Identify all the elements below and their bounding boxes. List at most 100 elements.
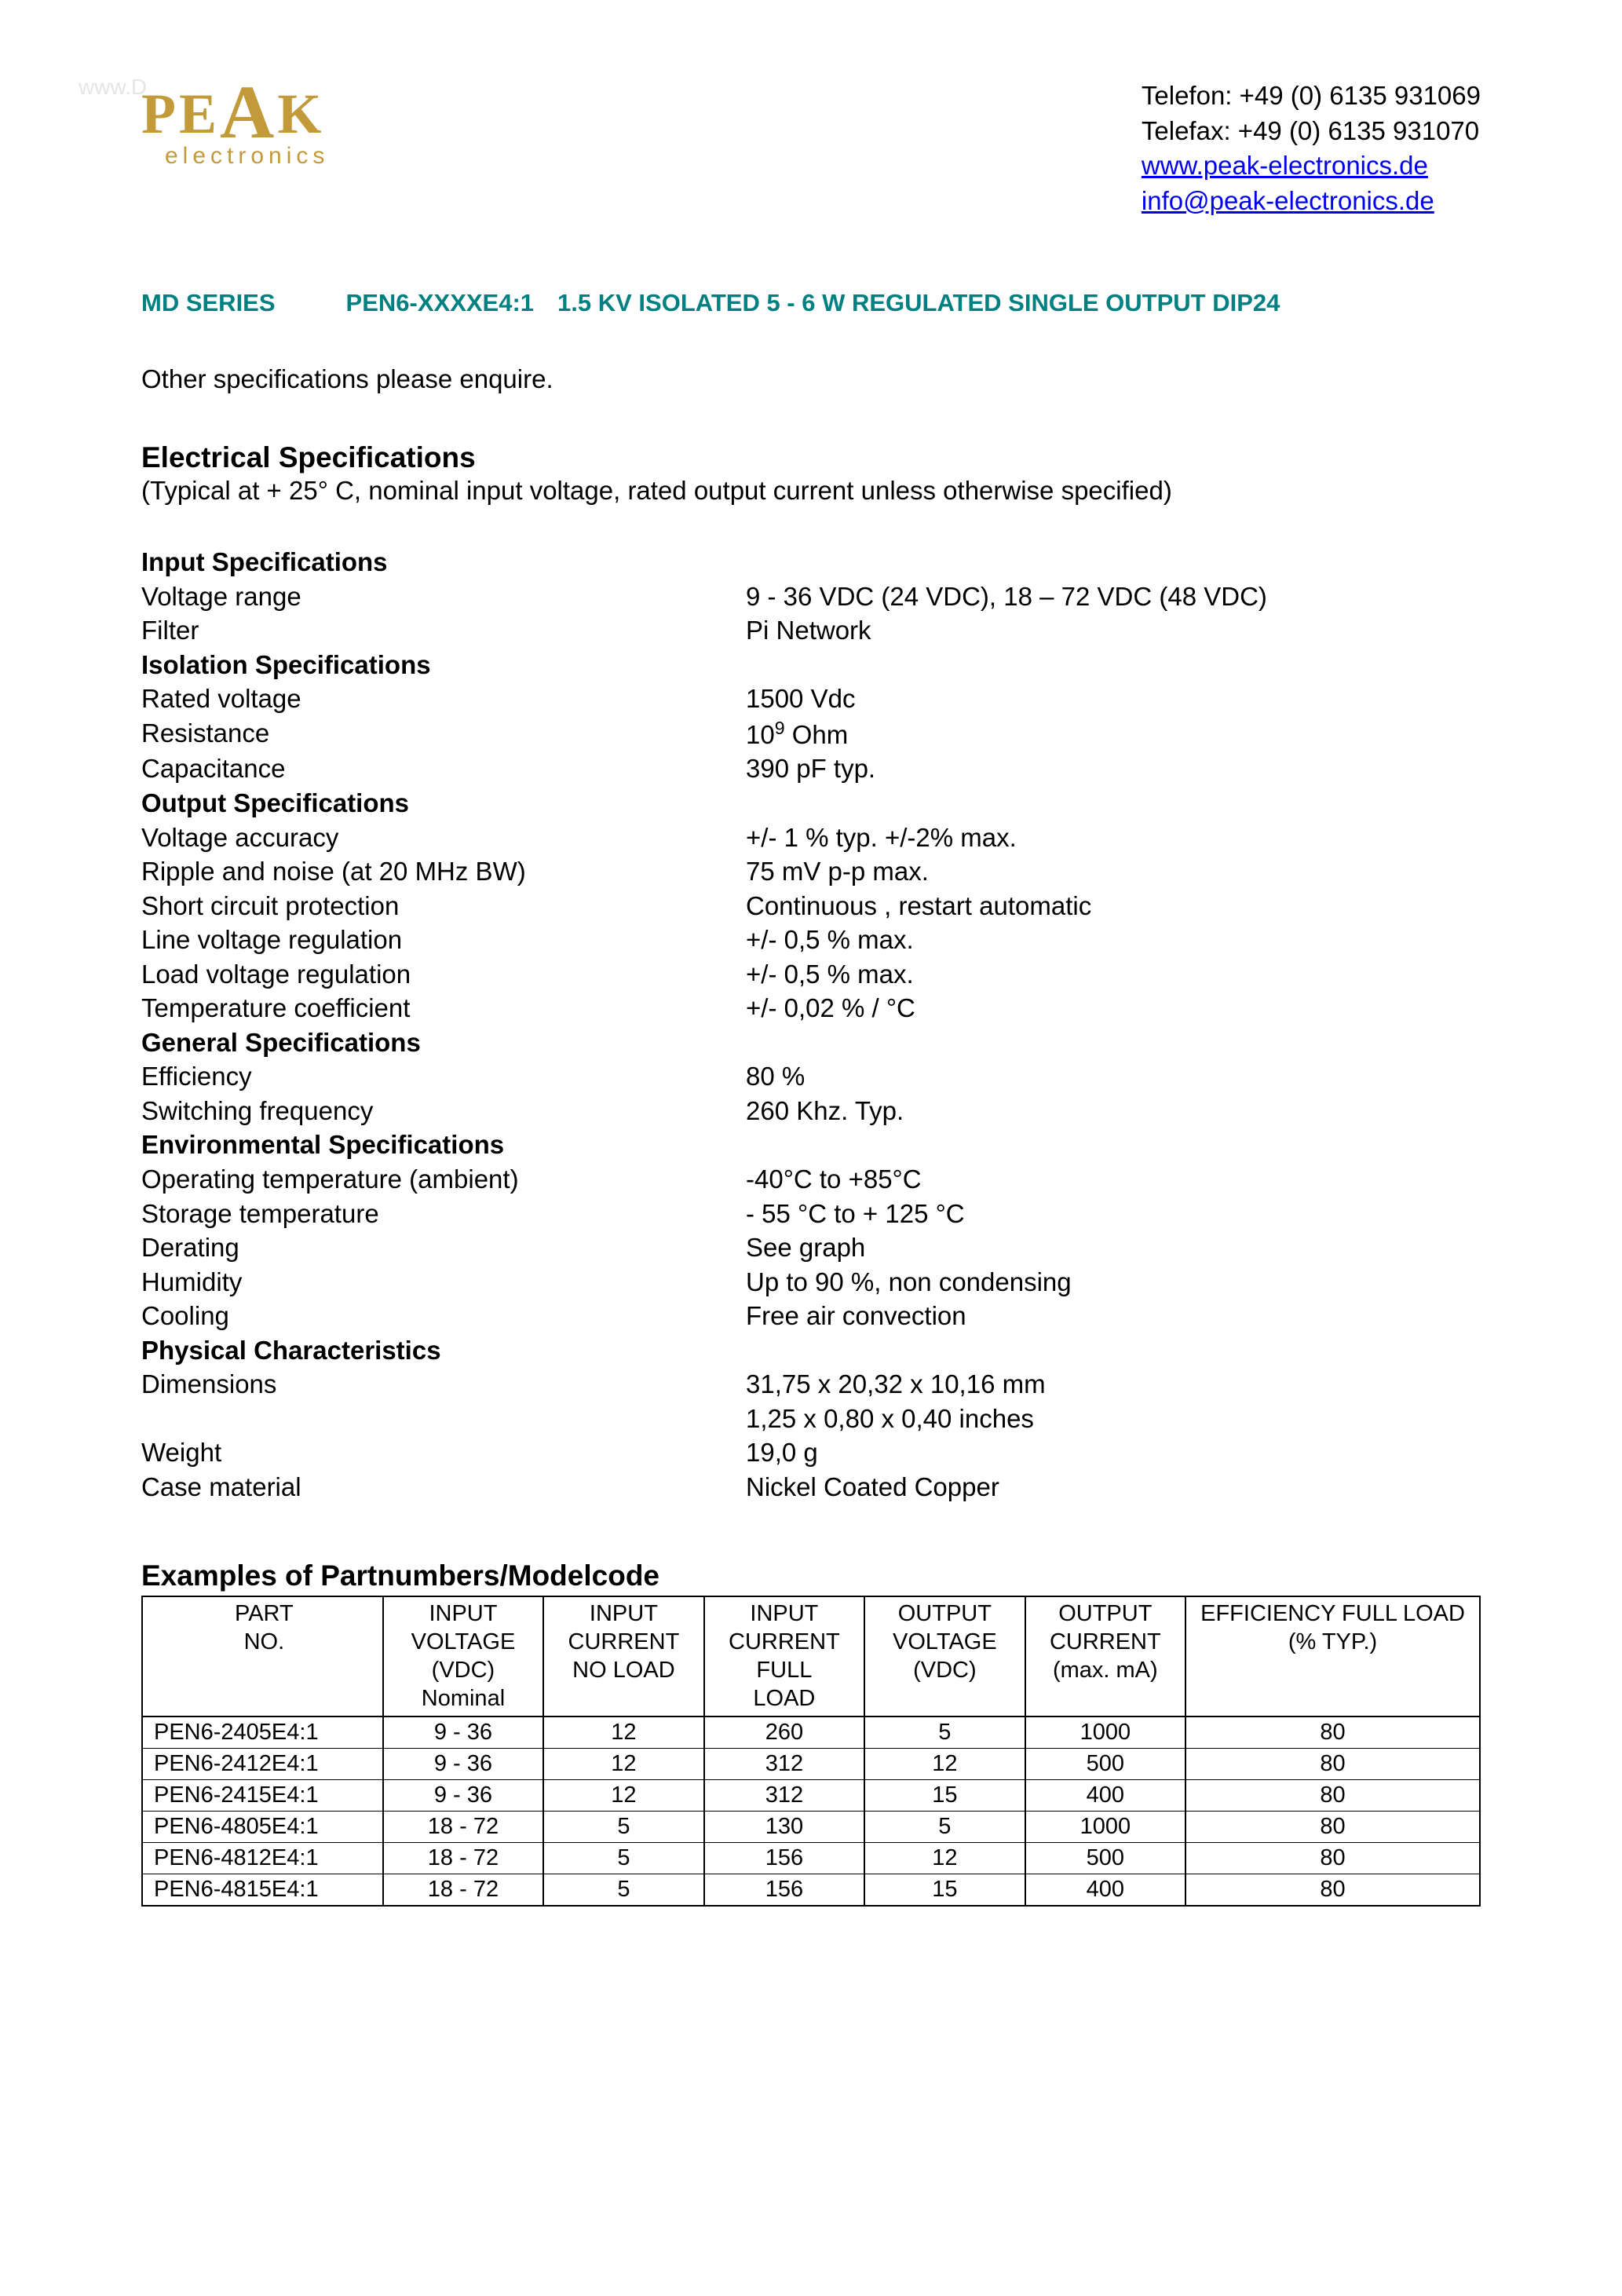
spec-label: Short circuit protection xyxy=(141,889,746,923)
spec-value: Nickel Coated Copper xyxy=(746,1470,1481,1504)
table-cell: 18 - 72 xyxy=(383,1811,543,1842)
spec-label: Voltage accuracy xyxy=(141,821,746,855)
table-cell: 80 xyxy=(1185,1717,1480,1749)
spec-value: Up to 90 %, non condensing xyxy=(746,1265,1481,1300)
table-row: PEN6-2415E4:19 - 36123121540080 xyxy=(142,1779,1480,1811)
spec-value: 260 Khz. Typ. xyxy=(746,1094,1481,1128)
spec-row: Weight19,0 g xyxy=(141,1435,1481,1470)
table-cell: 12 xyxy=(543,1779,703,1811)
spec-block: Input Specifications Voltage range9 - 36… xyxy=(141,545,1481,1504)
spec-row: Switching frequency260 Khz. Typ. xyxy=(141,1094,1481,1128)
spec-value: 31,75 x 20,32 x 10,16 mm xyxy=(746,1367,1481,1402)
table-cell: 9 - 36 xyxy=(383,1779,543,1811)
table-row: PEN6-4812E4:118 - 7251561250080 xyxy=(142,1842,1480,1874)
table-cell: 5 xyxy=(543,1811,703,1842)
physical-spec-heading: Physical Characteristics xyxy=(141,1333,1481,1368)
spec-value: +/- 1 % typ. +/-2% max. xyxy=(746,821,1481,855)
table-cell: 80 xyxy=(1185,1842,1480,1874)
resistance-exponent: 9 xyxy=(775,718,785,738)
table-cell: 15 xyxy=(864,1874,1025,1906)
table-row: PEN6-4815E4:118 - 7251561540080 xyxy=(142,1874,1480,1906)
spec-value: 1,25 x 0,80 x 0,40 inches xyxy=(746,1402,1481,1436)
spec-value: -40°C to +85°C xyxy=(746,1162,1481,1197)
table-cell: 80 xyxy=(1185,1874,1480,1906)
table-cell: 400 xyxy=(1025,1874,1185,1906)
spec-row: Dimensions31,75 x 20,32 x 10,16 mm xyxy=(141,1367,1481,1402)
contact-email-link[interactable]: info@peak-electronics.de xyxy=(1142,186,1434,215)
spec-value: - 55 °C to + 125 °C xyxy=(746,1197,1481,1231)
spec-row: Ripple and noise (at 20 MHz BW)75 mV p-p… xyxy=(141,854,1481,889)
parts-table-head: PARTNO.INPUTVOLTAGE(VDC)NominalINPUTCURR… xyxy=(142,1596,1480,1717)
spec-value: 109 Ohm xyxy=(746,716,1481,752)
examples-heading: Examples of Partnumbers/Modelcode xyxy=(141,1559,1481,1592)
spec-value: +/- 0,5 % max. xyxy=(746,923,1481,957)
spec-label: Capacitance xyxy=(141,751,746,786)
spec-label: Operating temperature (ambient) xyxy=(141,1162,746,1197)
table-cell: PEN6-2412E4:1 xyxy=(142,1748,383,1779)
table-cell: 312 xyxy=(704,1748,864,1779)
spec-row: Rated voltage1500 Vdc xyxy=(141,682,1481,716)
logo-subtext: electronics xyxy=(165,143,329,170)
spec-label: Switching frequency xyxy=(141,1094,746,1128)
output-spec-heading: Output Specifications xyxy=(141,786,1481,821)
general-spec-heading: General Specifications xyxy=(141,1026,1481,1060)
table-cell: 1000 xyxy=(1025,1717,1185,1749)
parts-table-header-cell: EFFICIENCY FULL LOAD(% TYP.) xyxy=(1185,1596,1480,1717)
spec-label: Case material xyxy=(141,1470,746,1504)
table-cell: 80 xyxy=(1185,1779,1480,1811)
spec-label: Load voltage regulation xyxy=(141,957,746,992)
spec-value: Free air convection xyxy=(746,1299,1481,1333)
isolation-spec-heading: Isolation Specifications xyxy=(141,648,1481,682)
spec-value: +/- 0,5 % max. xyxy=(746,957,1481,992)
series-part3: 1.5 KV ISOLATED 5 - 6 W REGULATED SINGLE… xyxy=(557,289,1280,316)
parts-table-header-cell: INPUTCURRENTFULLLOAD xyxy=(704,1596,864,1717)
spec-value: 75 mV p-p max. xyxy=(746,854,1481,889)
table-cell: 9 - 36 xyxy=(383,1748,543,1779)
table-cell: 18 - 72 xyxy=(383,1874,543,1906)
table-cell: 156 xyxy=(704,1874,864,1906)
parts-table-header-row: PARTNO.INPUTVOLTAGE(VDC)NominalINPUTCURR… xyxy=(142,1596,1480,1717)
table-cell: 18 - 72 xyxy=(383,1842,543,1874)
table-cell: 5 xyxy=(543,1842,703,1874)
contact-block: Telefon: +49 (0) 6135 931069 Telefax: +4… xyxy=(1142,79,1481,218)
table-cell: PEN6-4815E4:1 xyxy=(142,1874,383,1906)
table-cell: 15 xyxy=(864,1779,1025,1811)
table-cell: 9 - 36 xyxy=(383,1717,543,1749)
spec-row: CoolingFree air convection xyxy=(141,1299,1481,1333)
spec-label: Ripple and noise (at 20 MHz BW) xyxy=(141,854,746,889)
environmental-spec-heading: Environmental Specifications xyxy=(141,1128,1481,1162)
spec-label: Filter xyxy=(141,613,746,648)
spec-label: Temperature coefficient xyxy=(141,991,746,1026)
table-cell: 5 xyxy=(543,1874,703,1906)
enquire-text: Other specifications please enquire. xyxy=(141,364,1481,394)
logo-wordmark: PEAK xyxy=(141,82,324,145)
spec-value: 390 pF typ. xyxy=(746,751,1481,786)
spec-row: Resistance109 Ohm xyxy=(141,716,1481,752)
table-cell: 12 xyxy=(864,1748,1025,1779)
spec-label xyxy=(141,1402,746,1436)
table-cell: 80 xyxy=(1185,1748,1480,1779)
spec-label: Derating xyxy=(141,1230,746,1265)
logo-letter-a: A xyxy=(220,70,277,154)
parts-table: PARTNO.INPUTVOLTAGE(VDC)NominalINPUTCURR… xyxy=(141,1596,1481,1907)
spec-row: Efficiency80 % xyxy=(141,1059,1481,1094)
table-cell: PEN6-2405E4:1 xyxy=(142,1717,383,1749)
contact-url-link[interactable]: www.peak-electronics.de xyxy=(1142,151,1428,180)
spec-row: DeratingSee graph xyxy=(141,1230,1481,1265)
table-cell: 5 xyxy=(864,1811,1025,1842)
table-cell: 12 xyxy=(543,1748,703,1779)
spec-label: Line voltage regulation xyxy=(141,923,746,957)
spec-value: 1500 Vdc xyxy=(746,682,1481,716)
spec-row: Short circuit protectionContinuous , res… xyxy=(141,889,1481,923)
parts-table-header-cell: OUTPUTVOLTAGE(VDC) xyxy=(864,1596,1025,1717)
spec-value: +/- 0,02 % / °C xyxy=(746,991,1481,1026)
spec-label: Weight xyxy=(141,1435,746,1470)
logo: PEAK electronics xyxy=(141,79,329,170)
spec-label: Voltage range xyxy=(141,579,746,614)
series-part2: PEN6-XXXXE4:1 xyxy=(346,289,535,316)
spec-value: Pi Network xyxy=(746,613,1481,648)
table-row: PEN6-2412E4:19 - 36123121250080 xyxy=(142,1748,1480,1779)
spec-value: 80 % xyxy=(746,1059,1481,1094)
table-cell: 156 xyxy=(704,1842,864,1874)
series-part1: MD SERIES xyxy=(141,289,276,316)
